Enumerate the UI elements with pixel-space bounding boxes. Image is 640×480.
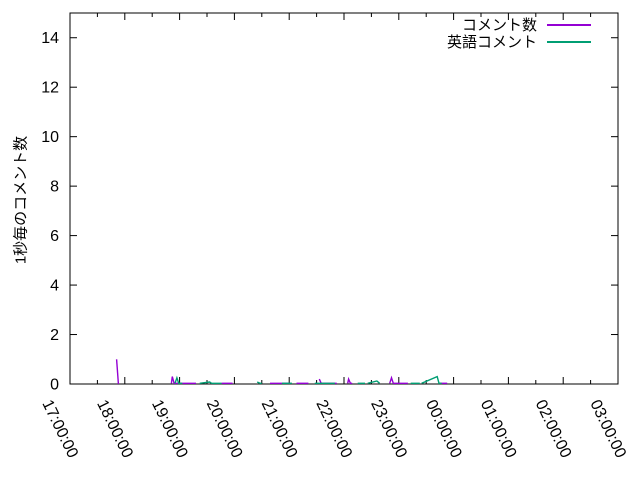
- legend-line-sample-english-comments: [547, 40, 591, 43]
- legend-line-sample-comments: [547, 23, 591, 26]
- legend-label-english-comments: 英語コメント: [446, 34, 537, 51]
- y-tick-label: 6: [50, 228, 59, 245]
- series-lines: [115, 359, 448, 385]
- series-segment: [389, 375, 408, 384]
- y-tick-label: 4: [50, 278, 59, 295]
- y-tick-label: 8: [50, 179, 59, 196]
- series-segment: [199, 381, 222, 384]
- x-tick-label: 03:00:00: [586, 397, 629, 461]
- series-segment: [367, 380, 381, 384]
- legend: コメント数 英語コメント: [446, 16, 591, 51]
- series-segment: [170, 376, 196, 384]
- x-tick-label: 18:00:00: [93, 397, 136, 461]
- series-segment: [256, 381, 262, 384]
- y-tick-label: 14: [41, 30, 59, 47]
- series-segment: [115, 359, 120, 385]
- legend-item-comments: コメント数: [447, 16, 591, 34]
- y-tick-label: 2: [50, 327, 59, 344]
- y-tick-label: 12: [41, 80, 59, 97]
- x-ticks: [69, 13, 619, 384]
- x-tick-label: 21:00:00: [258, 397, 301, 461]
- x-tick-labels: 17:00:00 18:00:00 19:00:00 20:00:00 21:00:00…: [38, 397, 629, 461]
- series-segment: [421, 375, 442, 384]
- y-ticks: [70, 37, 618, 385]
- series-segment: [174, 375, 183, 384]
- y-tick-label: 10: [41, 129, 59, 146]
- x-tick-label: 20:00:00: [203, 397, 246, 461]
- y-axis-label: 1秒毎のコメント数: [12, 135, 30, 265]
- legend-item-english-comments: 英語コメント: [446, 33, 591, 51]
- series-segment: [347, 376, 353, 384]
- series-line-0: [115, 359, 448, 385]
- x-tick-label: 19:00:00: [148, 397, 191, 461]
- legend-label-comments: コメント数: [461, 17, 537, 34]
- plot-border: [69, 12, 619, 385]
- x-tick-label: 23:00:00: [367, 397, 410, 461]
- x-tick-label: 02:00:00: [532, 397, 575, 461]
- series-line-1: [174, 375, 442, 384]
- x-tick-label: 00:00:00: [422, 397, 465, 461]
- y-tick-label: 0: [50, 377, 59, 394]
- x-tick-label: 17:00:00: [38, 397, 81, 461]
- x-tick-label: 01:00:00: [477, 397, 520, 461]
- y-tick-labels: 0 2 4 6 8 10 12 14: [41, 30, 59, 393]
- x-tick-label: 22:00:00: [312, 397, 355, 461]
